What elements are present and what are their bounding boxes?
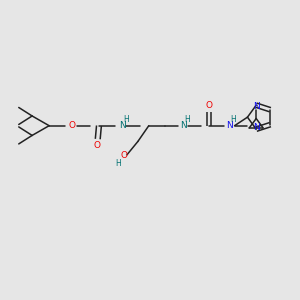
Text: O: O bbox=[94, 141, 101, 150]
Text: N: N bbox=[226, 121, 233, 130]
Text: N: N bbox=[253, 102, 260, 111]
Text: O: O bbox=[206, 101, 213, 110]
Text: H: H bbox=[184, 115, 190, 124]
Text: N: N bbox=[180, 121, 187, 130]
Text: O: O bbox=[121, 151, 128, 160]
Text: H: H bbox=[116, 159, 121, 168]
Text: N: N bbox=[119, 121, 125, 130]
Text: H: H bbox=[123, 115, 129, 124]
Text: H: H bbox=[230, 115, 236, 124]
Text: N: N bbox=[253, 124, 260, 133]
Text: O: O bbox=[69, 121, 76, 130]
